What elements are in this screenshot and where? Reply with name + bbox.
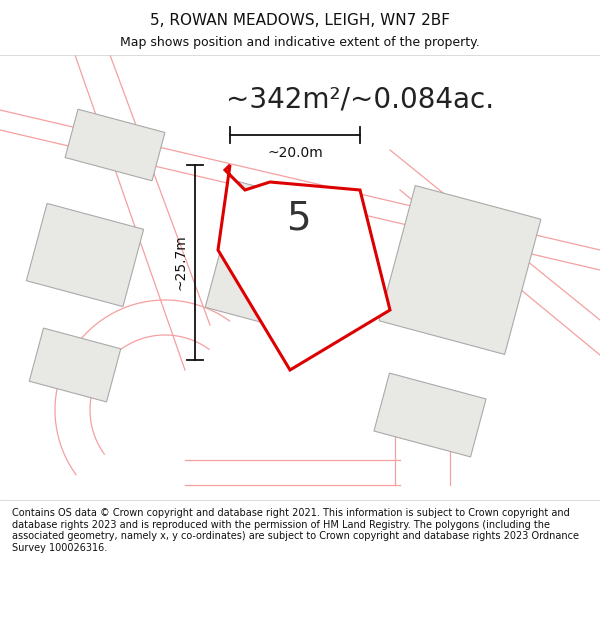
Polygon shape — [379, 186, 541, 354]
Polygon shape — [374, 373, 486, 457]
Polygon shape — [205, 182, 355, 338]
Text: 5: 5 — [286, 199, 311, 238]
Polygon shape — [218, 165, 390, 370]
Polygon shape — [29, 328, 121, 402]
Text: ~20.0m: ~20.0m — [267, 146, 323, 160]
Polygon shape — [26, 203, 143, 307]
Text: ~25.7m: ~25.7m — [174, 234, 188, 291]
Text: ~342m²/~0.084ac.: ~342m²/~0.084ac. — [226, 86, 494, 114]
Text: Contains OS data © Crown copyright and database right 2021. This information is : Contains OS data © Crown copyright and d… — [12, 508, 579, 552]
Text: Map shows position and indicative extent of the property.: Map shows position and indicative extent… — [120, 36, 480, 49]
Text: 5, ROWAN MEADOWS, LEIGH, WN7 2BF: 5, ROWAN MEADOWS, LEIGH, WN7 2BF — [150, 13, 450, 28]
Polygon shape — [65, 109, 165, 181]
